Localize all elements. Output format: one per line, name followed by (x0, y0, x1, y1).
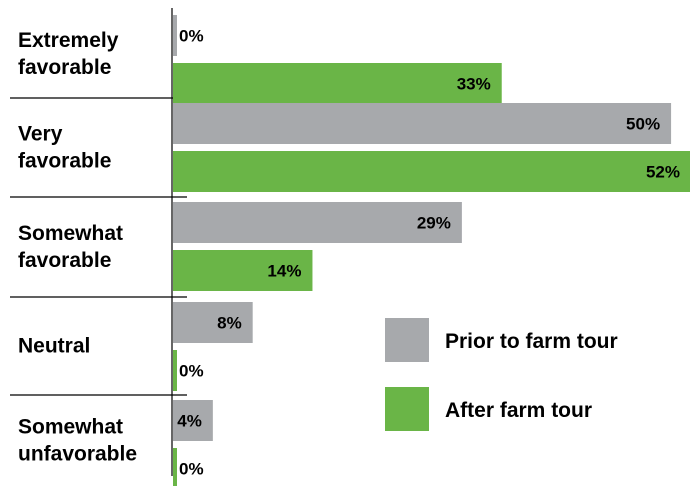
value-label-prior-to-farm-tour-neutral: 8% (217, 314, 242, 333)
category-label-line: Neutral (18, 335, 90, 358)
value-label-after-farm-tour-somewhat-unfavorable: 0% (179, 460, 204, 479)
category-label-line: favorable (18, 249, 111, 272)
category-label-somewhat-unfavorable: Somewhat unfavorable (18, 416, 137, 466)
category-label-line: Extremely (18, 29, 119, 52)
category-label-line: unfavorable (18, 443, 137, 466)
bar-after-farm-tour-somewhat-unfavorable (173, 448, 177, 486)
bar-after-farm-tour-very-favorable (173, 151, 690, 192)
legend-label-after-farm-tour: After farm tour (445, 399, 592, 422)
category-label-line: favorable (18, 150, 111, 173)
value-label-prior-to-farm-tour-very-favorable: 50% (626, 115, 660, 134)
category-label-neutral: Neutral (18, 335, 90, 358)
category-labels: Extremely favorable Very favorable Somewhat f… (18, 29, 137, 466)
legend-swatch-after-farm-tour (385, 387, 429, 431)
category-label-line: Somewhat (18, 222, 123, 245)
category-label-line: Somewhat (18, 416, 123, 439)
value-label-prior-to-farm-tour-somewhat-unfavorable: 4% (177, 412, 202, 431)
bar-prior-to-farm-tour-very-favorable (173, 103, 671, 144)
legend-label-prior-to-farm-tour: Prior to farm tour (445, 330, 618, 353)
category-label-line: Very (18, 123, 63, 146)
category-label-somewhat-favorable: Somewhat favorable (18, 222, 123, 272)
value-label-after-farm-tour-extremely-favorable: 33% (457, 75, 491, 94)
legend-swatch-prior-to-farm-tour (385, 318, 429, 362)
category-label-very-favorable: Very favorable (18, 123, 111, 173)
legend: Prior to farm tour After farm tour (385, 318, 618, 431)
bar-after-farm-tour-neutral (173, 350, 177, 391)
bar-prior-to-farm-tour-extremely-favorable (173, 15, 177, 56)
value-label-prior-to-farm-tour-somewhat-favorable: 29% (417, 214, 451, 233)
category-label-extremely-favorable: Extremely favorable (18, 29, 119, 79)
bar-after-farm-tour-extremely-favorable (173, 63, 502, 104)
value-label-after-farm-tour-very-favorable: 52% (646, 163, 680, 182)
bars (173, 15, 690, 486)
category-label-line: favorable (18, 56, 111, 79)
value-label-prior-to-farm-tour-extremely-favorable: 0% (179, 27, 204, 46)
value-label-after-farm-tour-neutral: 0% (179, 362, 204, 381)
value-label-after-farm-tour-somewhat-favorable: 14% (267, 262, 301, 281)
